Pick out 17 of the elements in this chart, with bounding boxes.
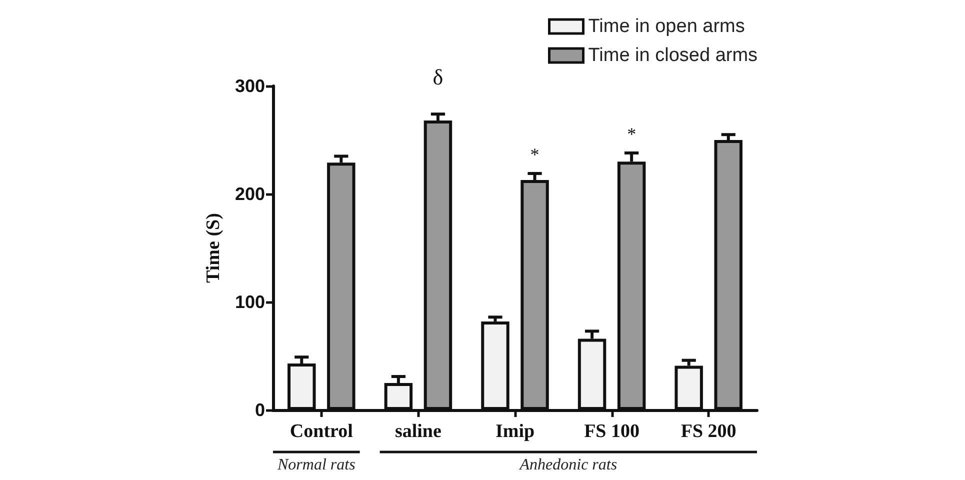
x-tick-label: FS 100	[584, 421, 640, 442]
y-tick-label: 0	[254, 400, 265, 420]
x-tick-label: Control	[290, 421, 353, 442]
text: Normal rats	[276, 456, 356, 474]
x-tick-label: FS 200	[680, 421, 736, 442]
annotation: *	[530, 144, 540, 164]
text: Anhedonic rats	[518, 456, 618, 474]
y-tick-label: 200	[234, 184, 265, 204]
legend-label: Time in closed arms	[588, 45, 758, 66]
x-tick-label: saline	[394, 421, 442, 442]
legend-label: Time in open arms	[588, 16, 745, 37]
y-tick-label: 100	[234, 292, 265, 312]
annotation: *	[627, 124, 636, 144]
annotation: δ	[432, 64, 444, 90]
x-tick-label: Imip	[495, 421, 535, 442]
y-axis-title: Time (S)	[203, 213, 224, 283]
y-tick-label: 300	[234, 76, 265, 96]
